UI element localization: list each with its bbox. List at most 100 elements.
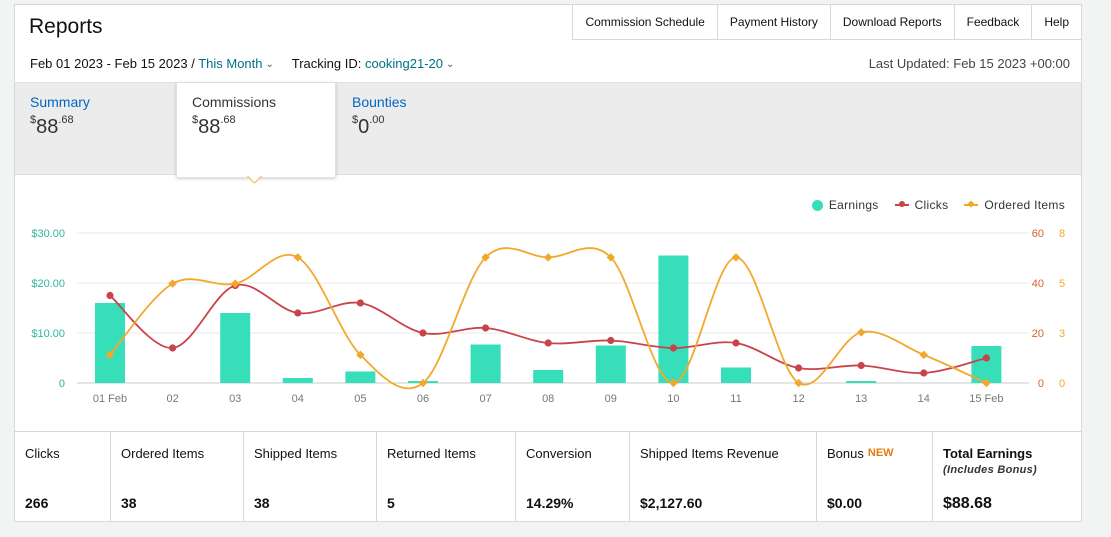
feedback-button[interactable]: Feedback xyxy=(953,4,1033,40)
legend-clicks[interactable]: Clicks xyxy=(894,198,949,212)
right-axis-ordered-tick: 3 xyxy=(1059,328,1065,340)
ordered-items-line xyxy=(109,247,987,390)
tab-commissions[interactable]: Commissions $88.68 xyxy=(176,82,336,178)
stat-shipped-revenue: Shipped Items Revenue $2,127.60 xyxy=(630,432,817,522)
x-axis-tick: 03 xyxy=(229,393,241,405)
legend-ordered-items[interactable]: Ordered Items xyxy=(964,198,1065,212)
clicks-point xyxy=(482,324,490,332)
clicks-point xyxy=(544,339,552,347)
download-reports-button[interactable]: Download Reports xyxy=(829,4,955,40)
tab-summary-label: Summary xyxy=(30,94,90,110)
clicks-point xyxy=(795,364,803,372)
clicks-point xyxy=(356,299,364,307)
chevron-down-icon[interactable]: ⌄ xyxy=(446,59,455,70)
legend-earnings[interactable]: Earnings xyxy=(811,198,879,212)
x-axis-tick: 13 xyxy=(855,393,867,405)
clicks-point xyxy=(857,361,865,370)
tab-summary[interactable]: Summary $88.68 xyxy=(15,83,175,173)
ordered-items-point xyxy=(982,378,991,388)
x-axis-tick: 10 xyxy=(667,393,679,405)
right-axis-clicks-tick: 20 xyxy=(1032,328,1044,340)
x-axis-tick: 11 xyxy=(730,393,741,405)
earnings-bar xyxy=(595,345,626,383)
ordered-items-point xyxy=(230,279,240,288)
stat-bonus: Bonus NEW $0.00 xyxy=(817,432,933,522)
x-axis-tick: 09 xyxy=(605,393,617,405)
filter-row: Feb 01 2023 - Feb 15 2023 / This Month ⌄ … xyxy=(30,56,454,71)
new-badge: NEW xyxy=(867,447,894,459)
tracking-label: Tracking ID: xyxy=(291,56,362,71)
clicks-line-icon xyxy=(894,200,909,210)
active-tab-pointer-icon xyxy=(246,176,262,192)
right-axis-clicks-tick: 60 xyxy=(1032,228,1044,240)
tracking-id-value[interactable]: cooking21-20 xyxy=(364,56,444,71)
stat-shipped-items: Shipped Items 38 xyxy=(244,432,377,522)
last-updated: Last Updated: Feb 15 2023 +00:00 xyxy=(868,56,1070,71)
period-label[interactable]: This Month xyxy=(198,56,263,71)
chart-legend: Earnings Clicks Ordered Items xyxy=(811,198,1065,212)
x-axis-tick: 14 xyxy=(918,393,930,405)
ordered-items-point xyxy=(168,279,177,288)
earnings-bar xyxy=(721,367,751,383)
tab-bounties[interactable]: Bounties $0.00 xyxy=(337,83,497,173)
x-axis-tick: 07 xyxy=(479,393,491,405)
earnings-bar xyxy=(658,255,689,383)
ordered-items-point xyxy=(418,378,428,388)
ordered-items-point xyxy=(731,253,741,262)
clicks-point xyxy=(106,291,114,300)
clicks-point xyxy=(669,344,678,352)
x-axis-tick: 08 xyxy=(542,393,554,405)
ordered-line-icon xyxy=(964,200,979,210)
x-axis-tick: 05 xyxy=(354,393,366,405)
reports-panel: Reports Commission Schedule Payment Hist… xyxy=(14,4,1082,522)
period-dropdown[interactable]: This Month ⌄ xyxy=(198,56,274,71)
x-axis-tick: 01 Feb xyxy=(93,393,127,405)
page-title: Reports xyxy=(29,15,103,38)
earnings-bar xyxy=(220,313,251,383)
ordered-items-point xyxy=(356,350,365,360)
x-axis-tick: 06 xyxy=(417,393,429,405)
stat-clicks: Clicks 266 xyxy=(15,432,111,522)
x-axis-tick: 02 xyxy=(166,393,178,405)
right-axis-ordered-tick: 5 xyxy=(1059,278,1065,290)
right-axis-clicks-tick: 40 xyxy=(1032,278,1044,290)
payment-history-button[interactable]: Payment History xyxy=(716,4,831,40)
earnings-bar xyxy=(282,378,313,383)
earnings-bar xyxy=(971,346,1002,383)
date-separator: / xyxy=(191,56,195,71)
top-nav: Commission Schedule Payment History Down… xyxy=(572,4,1082,40)
tab-commissions-label: Commissions xyxy=(192,94,277,110)
ordered-items-point xyxy=(293,253,303,262)
clicks-point xyxy=(920,369,928,377)
stat-conversion: Conversion 14.29% xyxy=(516,432,630,522)
left-axis-tick: $10.00 xyxy=(31,328,65,340)
stat-total-earnings: Total Earnings (Includes Bonus) $88.68 xyxy=(943,446,1038,512)
earnings-bar xyxy=(470,344,501,383)
earnings-bar xyxy=(95,303,125,383)
right-axis-ordered-tick: 8 xyxy=(1059,228,1065,240)
ordered-items-point xyxy=(794,378,803,388)
stat-ordered-items: Ordered Items 38 xyxy=(111,432,244,522)
tab-summary-amount: $88.68 xyxy=(30,114,74,138)
ordered-items-point xyxy=(543,253,553,262)
commission-schedule-button[interactable]: Commission Schedule xyxy=(572,4,718,40)
earnings-dot-icon xyxy=(811,199,823,211)
earnings-bar xyxy=(345,371,376,383)
ordered-items-point xyxy=(856,328,866,337)
ordered-items-point xyxy=(669,378,678,388)
x-axis-tick: 12 xyxy=(792,393,804,405)
clicks-point xyxy=(419,329,427,337)
chevron-down-icon[interactable]: ⌄ xyxy=(265,59,274,70)
tab-bounties-label: Bounties xyxy=(352,94,407,110)
clicks-point xyxy=(294,309,302,317)
right-axis-clicks-tick: 0 xyxy=(1038,378,1044,390)
tracking-id-dropdown[interactable]: cooking21-20 ⌄ xyxy=(365,56,454,71)
ordered-items-point xyxy=(105,350,115,360)
ordered-items-point xyxy=(481,253,490,262)
clicks-point xyxy=(607,336,615,345)
x-axis-tick: 15 Feb xyxy=(969,393,1003,405)
right-axis-ordered-tick: 0 xyxy=(1059,378,1065,390)
tab-commissions-amount: $88.68 xyxy=(192,114,236,138)
help-button[interactable]: Help xyxy=(1031,4,1082,40)
